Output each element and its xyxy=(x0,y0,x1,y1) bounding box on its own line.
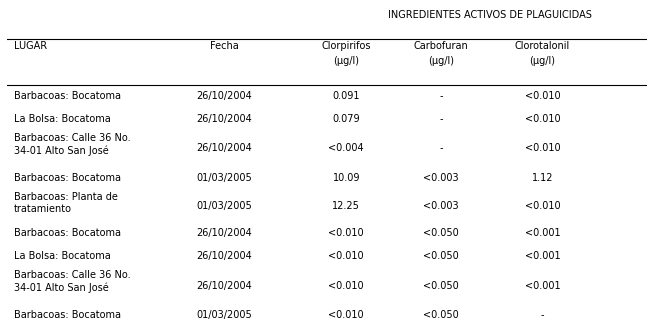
Text: -: - xyxy=(439,91,443,101)
Text: (μg/l): (μg/l) xyxy=(529,56,555,66)
Text: Clorotalonil: Clorotalonil xyxy=(515,41,570,51)
Text: Barbacoas: Planta de
tratamiento: Barbacoas: Planta de tratamiento xyxy=(14,192,118,214)
Text: -: - xyxy=(439,143,443,153)
Text: <0.010: <0.010 xyxy=(328,310,364,320)
Text: <0.010: <0.010 xyxy=(328,281,364,291)
Text: <0.003: <0.003 xyxy=(423,201,459,211)
Text: 26/10/2004: 26/10/2004 xyxy=(197,143,252,153)
Text: <0.010: <0.010 xyxy=(328,251,364,261)
Text: <0.050: <0.050 xyxy=(423,310,459,320)
Text: Barbacoas: Bocatoma: Barbacoas: Bocatoma xyxy=(14,310,121,320)
Text: <0.001: <0.001 xyxy=(525,281,560,291)
Text: <0.050: <0.050 xyxy=(423,229,459,239)
Text: -: - xyxy=(439,114,443,124)
Text: 26/10/2004: 26/10/2004 xyxy=(197,114,252,124)
Text: (μg/l): (μg/l) xyxy=(334,56,359,66)
Text: Carbofuran: Carbofuran xyxy=(414,41,468,51)
Text: 26/10/2004: 26/10/2004 xyxy=(197,251,252,261)
Text: La Bolsa: Bocatoma: La Bolsa: Bocatoma xyxy=(14,114,111,124)
Text: <0.001: <0.001 xyxy=(525,229,560,239)
Text: <0.010: <0.010 xyxy=(525,91,560,101)
Text: 01/03/2005: 01/03/2005 xyxy=(197,173,252,183)
Text: <0.010: <0.010 xyxy=(525,114,560,124)
Text: 01/03/2005: 01/03/2005 xyxy=(197,310,252,320)
Text: Barbacoas: Bocatoma: Barbacoas: Bocatoma xyxy=(14,229,121,239)
Text: Barbacoas: Calle 36 No.
34-01 Alto San José: Barbacoas: Calle 36 No. 34-01 Alto San J… xyxy=(14,270,131,293)
Text: 26/10/2004: 26/10/2004 xyxy=(197,229,252,239)
Text: <0.050: <0.050 xyxy=(423,281,459,291)
Text: Fecha: Fecha xyxy=(210,41,239,51)
Text: Clorpirifos: Clorpirifos xyxy=(322,41,371,51)
Text: 26/10/2004: 26/10/2004 xyxy=(197,281,252,291)
Text: INGREDIENTES ACTIVOS DE PLAGUICIDAS: INGREDIENTES ACTIVOS DE PLAGUICIDAS xyxy=(388,10,593,20)
Text: 01/03/2005: 01/03/2005 xyxy=(197,201,252,211)
Text: <0.010: <0.010 xyxy=(328,229,364,239)
Text: 0.091: 0.091 xyxy=(332,91,360,101)
Text: Barbacoas: Calle 36 No.
34-01 Alto San José: Barbacoas: Calle 36 No. 34-01 Alto San J… xyxy=(14,133,131,156)
Text: 26/10/2004: 26/10/2004 xyxy=(197,91,252,101)
Text: <0.003: <0.003 xyxy=(423,173,459,183)
Text: 10.09: 10.09 xyxy=(332,173,360,183)
Text: LUGAR: LUGAR xyxy=(14,41,47,51)
Text: <0.010: <0.010 xyxy=(525,143,560,153)
Text: -: - xyxy=(541,310,544,320)
Text: <0.050: <0.050 xyxy=(423,251,459,261)
Text: 12.25: 12.25 xyxy=(332,201,360,211)
Text: La Bolsa: Bocatoma: La Bolsa: Bocatoma xyxy=(14,251,111,261)
Text: <0.001: <0.001 xyxy=(525,251,560,261)
Text: Barbacoas: Bocatoma: Barbacoas: Bocatoma xyxy=(14,91,121,101)
Text: 0.079: 0.079 xyxy=(332,114,360,124)
Text: (μg/l): (μg/l) xyxy=(428,56,454,66)
Text: <0.010: <0.010 xyxy=(525,201,560,211)
Text: 1.12: 1.12 xyxy=(532,173,553,183)
Text: <0.004: <0.004 xyxy=(328,143,364,153)
Text: Barbacoas: Bocatoma: Barbacoas: Bocatoma xyxy=(14,173,121,183)
